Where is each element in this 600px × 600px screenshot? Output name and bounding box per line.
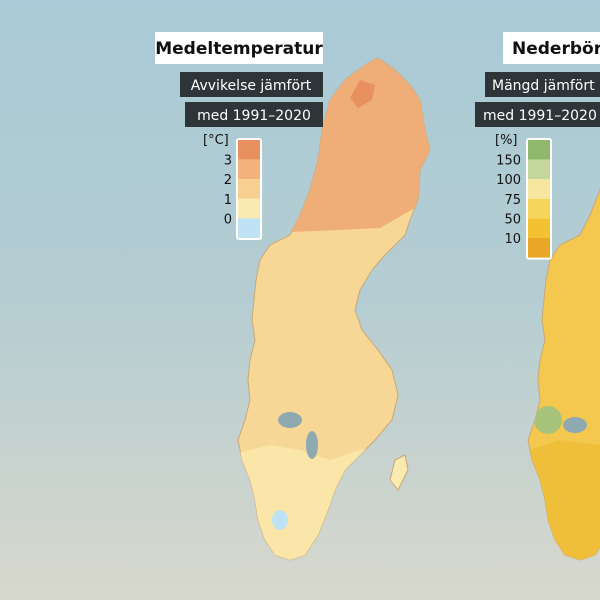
legend-swatch [238, 159, 260, 180]
title-box [155, 32, 323, 64]
legend-unit: [%] [495, 133, 518, 148]
legend-label: 3 [224, 154, 232, 169]
legend-label: 75 [504, 193, 521, 208]
legend-swatch [528, 159, 550, 180]
legend-label: 2 [224, 173, 232, 188]
subtitle-box [180, 72, 323, 97]
precipitation-map [527, 57, 600, 561]
legend-unit: [°C] [203, 133, 229, 148]
legend-label: 50 [504, 212, 521, 227]
legend-swatch [528, 238, 550, 258]
legend-swatch [238, 179, 260, 199]
legend-label: 10 [504, 232, 521, 247]
subtitle: Avvikelse jämfört [191, 78, 312, 94]
subtitle-box [475, 102, 600, 127]
legend-label: 150 [496, 154, 521, 169]
subtitle: med 1991–2020 [197, 108, 311, 124]
legend-swatch [238, 218, 260, 238]
legend-swatch [238, 198, 260, 219]
legend-swatch [528, 179, 550, 199]
title: Medeltemperatur [155, 39, 323, 59]
legend-label: 1 [224, 193, 232, 208]
title-box [503, 32, 600, 64]
legend: 150 100 75 50 10 [496, 138, 552, 260]
subtitle: Mängd jämfört [492, 78, 595, 94]
subtitle-box [485, 72, 600, 97]
subtitle: med 1991–2020 [483, 108, 597, 124]
legend-swatch [528, 140, 550, 160]
legend: 3 2 1 0 [224, 138, 262, 240]
title: Nederbörd [512, 39, 600, 59]
legend-swatch [528, 218, 550, 238]
legend-swatch [528, 198, 550, 219]
legend-label: 100 [496, 173, 521, 188]
subtitle-box [185, 102, 323, 127]
legend-swatch [238, 140, 260, 160]
legend-label: 0 [224, 212, 232, 227]
